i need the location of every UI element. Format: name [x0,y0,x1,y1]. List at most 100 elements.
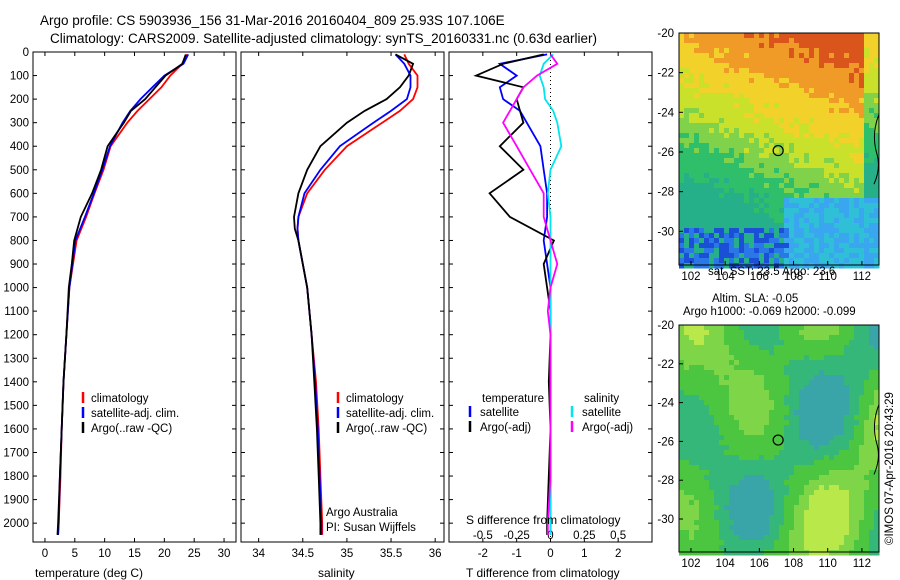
legend-title-salinity: salinity [584,393,619,405]
difference-panel: -2-1012-0.5-0.2500.250.5temperaturesalin… [448,51,653,560]
salinity-panel: 34 34.5 35 35.5 36 climatology satellite-adj. … [240,51,445,560]
x-tick-label: 15 [128,548,141,560]
y-tick-label: 700 [10,212,29,224]
legend-label: Argo(..raw -QC) [346,423,427,435]
y-tick-label: 1400 [3,377,29,389]
sla-title: Altim. SLA: -0.05 [712,293,798,305]
y-tick-label: 1100 [4,306,29,318]
y-tick-label: 600 [10,188,29,200]
y-tick-label: 1600 [3,424,29,436]
y-tick-label: -28 [657,187,674,199]
x-tick-label: 2 [615,548,621,560]
x-tick-label: 110 [819,271,837,283]
t-difference-xlabel: T difference from climatology [466,566,620,580]
coastline [873,114,880,185]
x-tick-label: 0 [42,548,48,560]
y-tick-label: 500 [10,165,29,177]
y-tick-label: -30 [657,226,674,238]
x-tick-label: 108 [784,558,803,570]
x-tick-label: 36 [429,548,442,560]
y-tick-label: -26 [657,436,674,448]
y-tick-label: 1700 [3,447,29,459]
figure-title-line1: Argo profile: CS 5903936_156 31-Mar-2016… [40,13,505,28]
argo-location-marker [772,144,784,157]
x-tick-label: 5 [72,548,78,560]
y-tick-label: 900 [10,259,29,271]
y-tick-label: 2000 [3,518,29,530]
y-tick-label: 1000 [3,283,29,295]
s-tick-label: -0.5 [473,530,493,542]
x-tick-label: -2 [478,548,488,560]
s-difference-xlabel: S difference from climatology [466,513,621,527]
y-tick-label: 0 [23,47,29,59]
y-tick-label: 1200 [3,330,29,342]
sst-title: sat. SST: 23.5 Argo: 23.6 [708,266,835,278]
temperature-xlabel: temperature (deg C) [35,566,143,580]
legend-label: climatology [91,393,149,405]
salinity-xlabel: salinity [318,566,355,580]
x-tick-label: 112 [853,271,871,283]
x-tick-label: 20 [158,548,171,560]
series-line-3 [56,54,187,535]
x-tick-label: 106 [750,558,769,570]
x-tick-label: 1 [581,548,587,560]
x-tick-label: 106 [750,271,769,283]
y-tick-label: -30 [657,514,674,526]
x-tick-label: 110 [819,558,837,570]
x-tick-label: 35 [341,548,354,560]
y-tick-label: 300 [10,118,29,130]
legend-label: satellite [582,407,621,419]
y-tick-label: -20 [657,320,674,332]
argo-australia-label: Argo Australia [326,507,398,519]
sst-map-panel: 102 104 106 108 110 112 -20 -22 -24 -26 -28 -30 [657,28,880,283]
x-tick-label: 108 [784,271,803,283]
legend-title-temperature: temperature [482,393,544,405]
sla-map-panel: 102 104 106 108 110 112 -20 -22 -24 -26 -28 -30 [657,320,880,570]
s-tick-label: 0.25 [573,530,595,542]
legend-label: satellite [480,407,519,419]
y-tick-label: -24 [657,107,674,119]
x-tick-label: 112 [853,558,871,570]
series-line-4 [502,53,559,535]
imos-watermark: ©IMOS 07-Apr-2016 20:43:29 [884,392,896,545]
pi-label: PI: Susan Wijffels [326,522,416,534]
legend-label: satellite-adj. clim. [346,408,434,420]
x-tick-label: 102 [681,271,700,283]
x-tick-label: 104 [716,558,736,570]
y-tick-label: -28 [657,475,674,487]
s-tick-label: 0.5 [610,530,626,542]
heatmap-cells [679,325,880,556]
y-tick-label: 100 [10,71,29,83]
y-tick-label: -24 [657,398,674,410]
y-tick-label: 1900 [3,495,29,507]
map-frame [678,324,880,553]
y-tick-label: -22 [657,359,674,371]
legend-label: climatology [346,393,404,405]
plot-frame [240,51,445,543]
y-tick-label: -26 [657,147,674,159]
argo-location-marker [772,434,784,446]
legend-label: Argo(-adj) [582,422,633,434]
temperature-panel: 0100200300400500600700800900100011001200… [3,47,237,560]
x-tick-label: 0 [547,548,553,560]
x-tick-label: 10 [98,548,111,560]
map-frame [678,32,880,266]
y-tick-label: 200 [10,94,29,106]
x-tick-label: 25 [188,548,201,560]
y-tick-label: 1300 [3,353,29,365]
y-tick-label: 1500 [3,400,29,412]
x-tick-label: 104 [716,271,736,283]
y-tick-label: -20 [657,28,674,40]
plot-frame [32,51,237,543]
legend-label: satellite-adj. clim. [91,408,179,420]
y-tick-label: 800 [10,235,29,247]
legend-label: Argo(-adj) [480,422,531,434]
series-line-3 [293,53,415,535]
y-tick-label: 1800 [3,471,29,483]
heatmap-cells [679,33,880,269]
s-tick-label: -0.25 [504,530,530,542]
x-tick-label: 35.5 [380,548,402,560]
x-tick-label: 34.5 [292,548,314,560]
legend-label: Argo(..raw -QC) [91,423,172,435]
